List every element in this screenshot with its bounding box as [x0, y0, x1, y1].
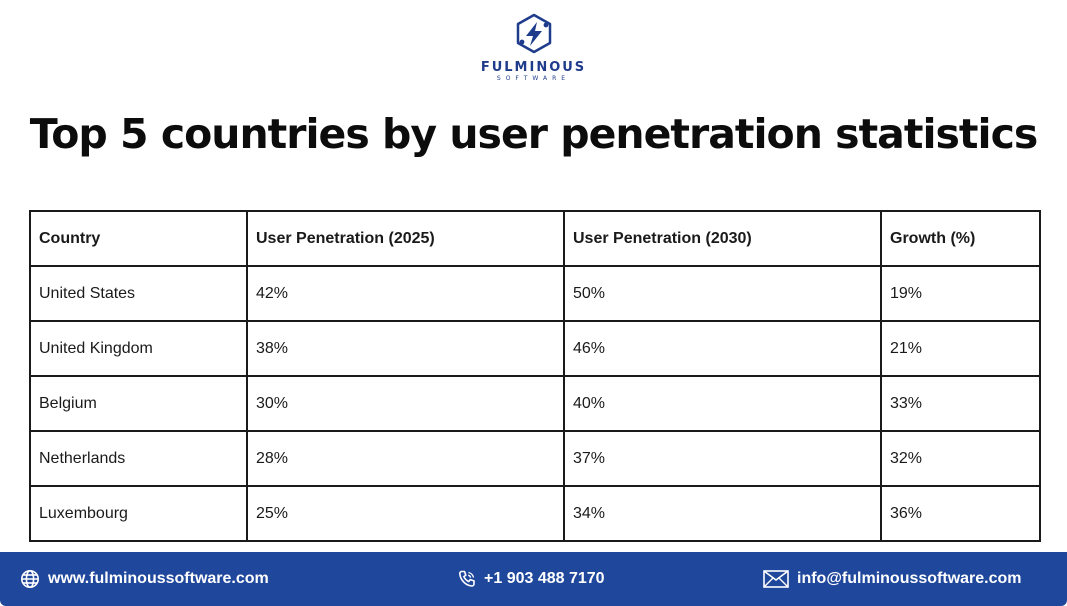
- cell-country: Netherlands: [29, 430, 248, 487]
- cell-penetration-2030: 34%: [563, 485, 882, 542]
- cell-country: United States: [29, 265, 248, 322]
- cell-country: Luxembourg: [29, 485, 248, 542]
- cell-growth: 32%: [880, 430, 1041, 487]
- table-row: Belgium 30% 40% 33%: [29, 375, 1041, 432]
- cell-growth: 21%: [880, 320, 1041, 377]
- cell-growth: 19%: [880, 265, 1041, 322]
- cell-penetration-2025: 42%: [246, 265, 565, 322]
- footer-email-link[interactable]: info@fulminoussoftware.com: [763, 552, 1022, 606]
- cell-penetration-2030: 46%: [563, 320, 882, 377]
- footer-website-text: www.fulminoussoftware.com: [48, 570, 269, 587]
- header-growth: Growth (%): [880, 210, 1041, 267]
- fulminous-logo-icon: [516, 13, 551, 54]
- cell-penetration-2025: 25%: [246, 485, 565, 542]
- cell-penetration-2030: 50%: [563, 265, 882, 322]
- cell-country: Belgium: [29, 375, 248, 432]
- table-header-row: Country User Penetration (2025) User Pen…: [29, 210, 1041, 267]
- brand-subtitle: SOFTWARE: [496, 75, 571, 82]
- stats-table-container: Country User Penetration (2025) User Pen…: [29, 210, 1041, 542]
- table-row: United States 42% 50% 19%: [29, 265, 1041, 322]
- header-country: Country: [29, 210, 248, 267]
- cell-penetration-2025: 28%: [246, 430, 565, 487]
- footer-website-link[interactable]: www.fulminoussoftware.com: [20, 552, 269, 606]
- cell-penetration-2030: 40%: [563, 375, 882, 432]
- page-title: Top 5 countries by user penetration stat…: [29, 110, 1039, 158]
- header-penetration-2030: User Penetration (2030): [563, 210, 882, 267]
- cell-penetration-2025: 30%: [246, 375, 565, 432]
- phone-icon: [459, 570, 475, 587]
- cell-country: United Kingdom: [29, 320, 248, 377]
- cell-penetration-2030: 37%: [563, 430, 882, 487]
- header-penetration-2025: User Penetration (2025): [246, 210, 565, 267]
- globe-icon: [21, 570, 39, 588]
- brand-logo: FULMINOUS SOFTWARE: [0, 12, 1067, 82]
- table-row: United Kingdom 38% 46% 21%: [29, 320, 1041, 377]
- brand-name: FULMINOUS: [480, 60, 587, 75]
- footer-email-text: info@fulminoussoftware.com: [797, 570, 1022, 587]
- footer-phone-text: +1 903 488 7170: [484, 570, 605, 587]
- cell-growth: 33%: [880, 375, 1041, 432]
- table-row: Luxembourg 25% 34% 36%: [29, 485, 1041, 542]
- cell-growth: 36%: [880, 485, 1041, 542]
- stats-table: Country User Penetration (2025) User Pen…: [29, 210, 1041, 542]
- envelope-icon: [763, 570, 789, 588]
- table-row: Netherlands 28% 37% 32%: [29, 430, 1041, 487]
- cell-penetration-2025: 38%: [246, 320, 565, 377]
- footer-phone-link[interactable]: +1 903 488 7170: [458, 552, 605, 606]
- footer-bar: www.fulminoussoftware.com +1 903 488 717…: [0, 552, 1067, 606]
